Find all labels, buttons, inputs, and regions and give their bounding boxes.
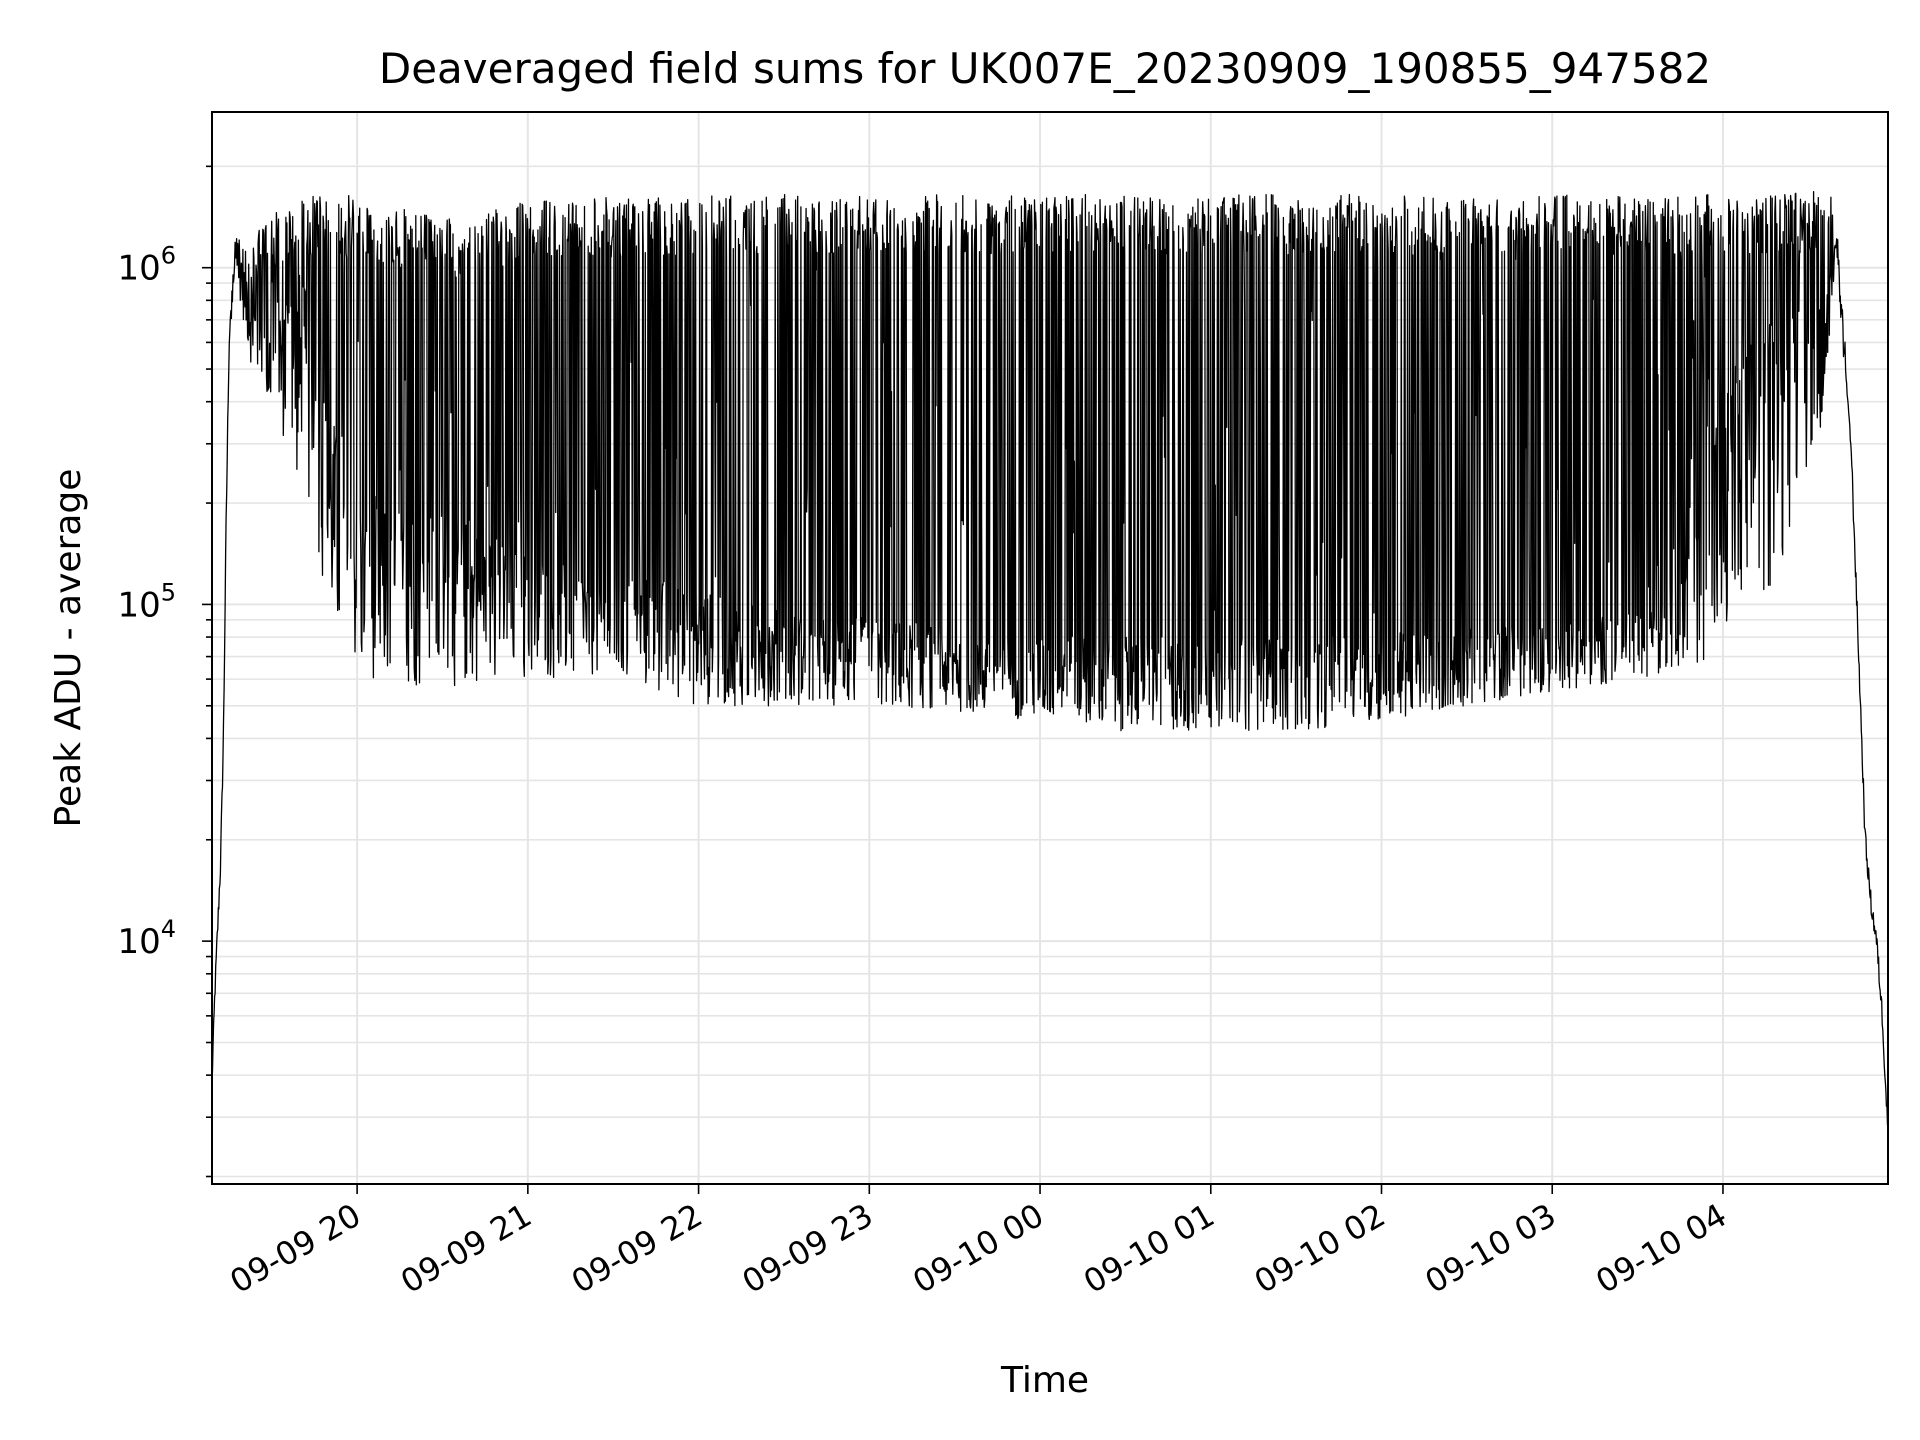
x-tick-label: 09-09 22 — [565, 1196, 709, 1301]
y-tick-label: 106 — [117, 242, 176, 289]
y-axis-label: Peak ADU - average — [48, 469, 89, 828]
x-tick-label: 09-10 00 — [906, 1196, 1050, 1301]
x-tick-label: 09-10 04 — [1589, 1196, 1733, 1301]
x-tick-label: 09-09 20 — [224, 1196, 368, 1301]
x-ticks: 09-09 20 09-09 21 09-09 22 09-09 23 09-10 00… — [224, 1184, 1733, 1301]
plot-frame — [211, 111, 1889, 1185]
x-tick-label: 09-10 02 — [1248, 1196, 1392, 1301]
y-ticks: 104 105 106 — [117, 165, 212, 1178]
series-line — [211, 190, 1889, 1127]
x-tick-label: 09-09 23 — [736, 1196, 880, 1301]
x-axis-label: Time — [1000, 1360, 1089, 1401]
x-tick-label: 09-10 01 — [1077, 1196, 1221, 1301]
series-group — [211, 190, 1889, 1127]
x-tick-label: 09-10 03 — [1419, 1196, 1563, 1301]
y-tick-label: 104 — [117, 915, 176, 962]
chart-title: Deaveraged field sums for UK007E_2023090… — [379, 44, 1711, 93]
x-tick-label: 09-09 21 — [394, 1196, 538, 1301]
y-tick-label: 105 — [117, 578, 176, 625]
